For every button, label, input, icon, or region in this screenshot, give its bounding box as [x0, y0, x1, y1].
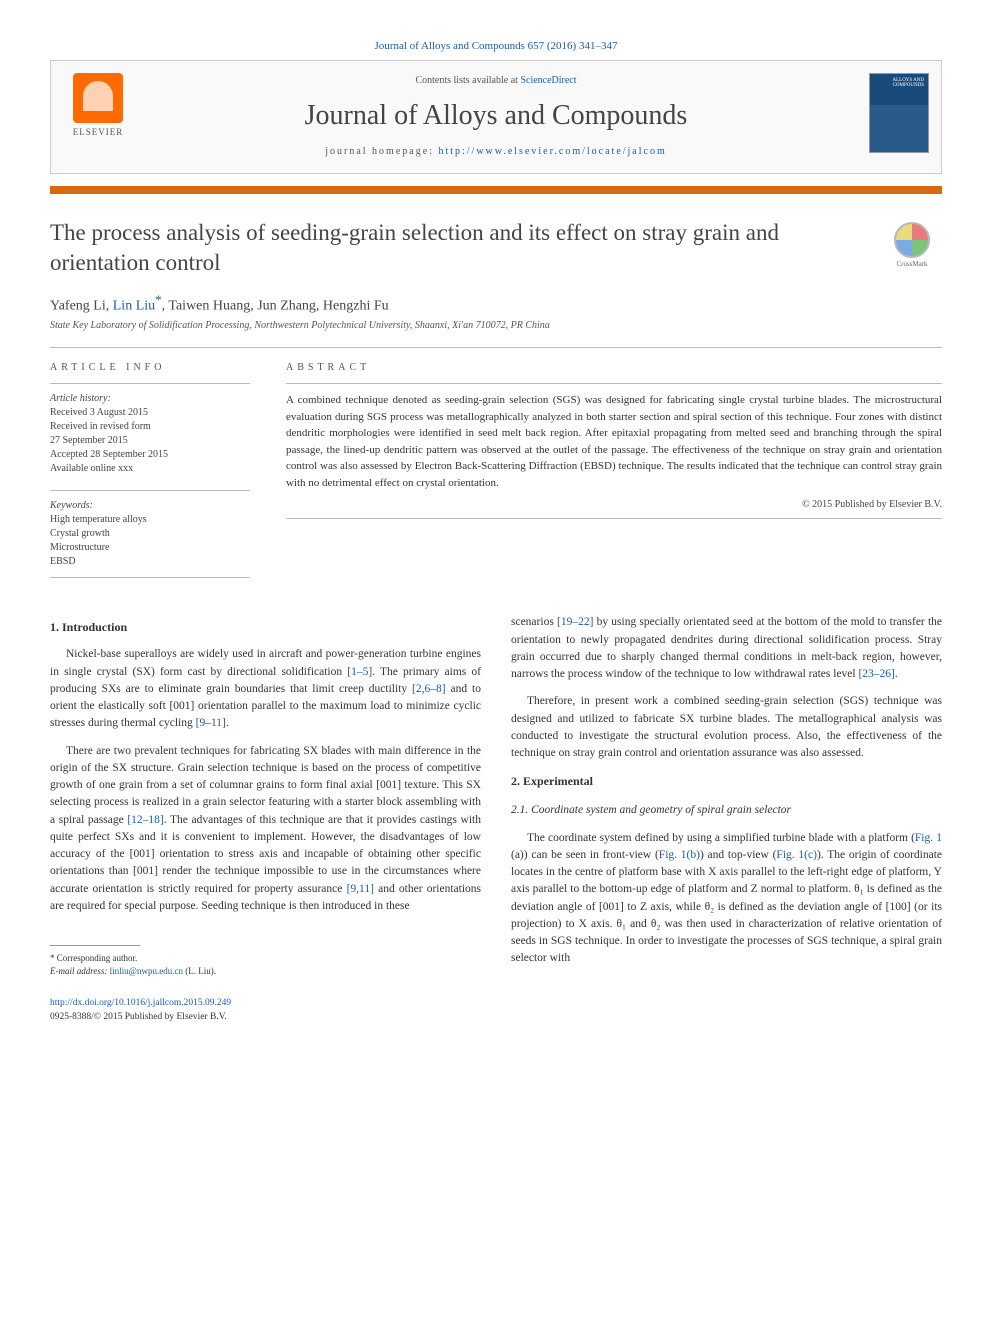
text-run: scenarios: [511, 616, 557, 628]
page-footer: http://dx.doi.org/10.1016/j.jallcom.2015…: [50, 997, 481, 1024]
text-run: The coordinate system defined by using a…: [527, 832, 915, 844]
citation-link[interactable]: [9–11]: [196, 717, 226, 729]
history-line: Received in revised form: [50, 420, 250, 434]
footnote-block: * Corresponding author. E-mail address: …: [50, 952, 481, 977]
figure-link[interactable]: Fig. 1: [915, 832, 942, 844]
exp-paragraph-1: The coordinate system defined by using a…: [511, 830, 942, 968]
article-history: Article history: Received 3 August 2015 …: [50, 392, 250, 476]
email-label: E-mail address:: [50, 966, 110, 976]
contents-prefix: Contents lists available at: [415, 75, 520, 86]
abstract-column: ABSTRACT A combined technique denoted as…: [286, 362, 942, 586]
author-1: Yafeng Li: [50, 298, 106, 313]
history-label: Article history:: [50, 392, 250, 406]
history-line: 27 September 2015: [50, 434, 250, 448]
right-column: scenarios [19–22] by using specially ori…: [511, 614, 942, 1024]
footnote-corresp: * Corresponding author.: [50, 952, 481, 965]
author-corresponding[interactable]: Lin Liu: [113, 298, 155, 313]
figure-link[interactable]: Fig. 1(b): [659, 849, 700, 861]
keyword: EBSD: [50, 555, 250, 569]
body-columns: 1. Introduction Nickel-base superalloys …: [50, 614, 942, 1024]
orange-divider-bar: [50, 186, 942, 194]
citation-link[interactable]: [23–26]: [858, 668, 894, 680]
info-divider-2: [50, 490, 250, 491]
crossmark-badge[interactable]: CrossMark: [882, 222, 942, 268]
intro-paragraph-1: Nickel-base superalloys are widely used …: [50, 646, 481, 732]
authors-rest: , Taiwen Huang, Jun Zhang, Hengzhi Fu: [162, 298, 389, 313]
text-run: .: [226, 717, 229, 729]
col2-paragraph-1: scenarios [19–22] by using specially ori…: [511, 614, 942, 683]
text-run: ) and top-view (: [700, 849, 776, 861]
email-link[interactable]: linliu@nwpu.edu.cn: [110, 966, 183, 976]
crossmark-label: CrossMark: [882, 260, 942, 268]
abstract-copyright: © 2015 Published by Elsevier B.V.: [286, 499, 942, 510]
citation-link[interactable]: [9,11]: [347, 883, 374, 895]
subsection-heading: 2.1. Coordinate system and geometry of s…: [511, 802, 942, 819]
text-run: .: [895, 668, 898, 680]
footer-copyright: 0925-8388/© 2015 Published by Elsevier B…: [50, 1012, 227, 1022]
section-introduction-heading: 1. Introduction: [50, 618, 481, 636]
history-line: Accepted 28 September 2015: [50, 448, 250, 462]
title-block: CrossMark The process analysis of seedin…: [50, 218, 942, 331]
left-column: 1. Introduction Nickel-base superalloys …: [50, 614, 481, 1024]
intro-paragraph-2: There are two prevalent techniques for f…: [50, 743, 481, 916]
divider-top: [50, 347, 942, 348]
info-divider-1: [50, 383, 250, 384]
elsevier-logo: ELSEVIER: [63, 73, 133, 153]
citation-link[interactable]: [12–18]: [127, 814, 163, 826]
page-container: Journal of Alloys and Compounds 657 (201…: [0, 0, 992, 1064]
footnote-email-line: E-mail address: linliu@nwpu.edu.cn (L. L…: [50, 965, 481, 978]
article-info-column: ARTICLE INFO Article history: Received 3…: [50, 362, 250, 586]
homepage-link[interactable]: http://www.elsevier.com/locate/jalcom: [438, 146, 666, 157]
journal-header-box: ELSEVIER ALLOYS AND COMPOUNDS Contents l…: [50, 60, 942, 174]
elsevier-label: ELSEVIER: [63, 127, 133, 137]
doi-link[interactable]: http://dx.doi.org/10.1016/j.jallcom.2015…: [50, 998, 231, 1008]
crossmark-icon: [894, 222, 930, 258]
keyword: Microstructure: [50, 541, 250, 555]
section-experimental-heading: 2. Experimental: [511, 772, 942, 790]
history-line: Received 3 August 2015: [50, 406, 250, 420]
history-line: Available online xxx: [50, 462, 250, 476]
journal-cover-thumbnail: ALLOYS AND COMPOUNDS: [869, 73, 929, 153]
col2-paragraph-2: Therefore, in present work a combined se…: [511, 693, 942, 762]
authors-line: Yafeng Li, Lin Liu*, Taiwen Huang, Jun Z…: [50, 292, 862, 315]
keywords-label: Keywords:: [50, 499, 250, 513]
contents-line: Contents lists available at ScienceDirec…: [71, 75, 921, 86]
elsevier-tree-icon: [73, 73, 123, 123]
article-title: The process analysis of seeding-grain se…: [50, 218, 862, 278]
footnote-separator: [50, 945, 140, 946]
citation-link[interactable]: [19–22]: [557, 616, 593, 628]
email-who: (L. Liu).: [183, 966, 216, 976]
keywords-block: Keywords: High temperature alloys Crysta…: [50, 499, 250, 569]
keyword: Crystal growth: [50, 527, 250, 541]
top-citation: Journal of Alloys and Compounds 657 (201…: [50, 40, 942, 52]
info-divider-3: [50, 577, 250, 578]
abstract-text: A combined technique denoted as seeding-…: [286, 392, 942, 491]
abstract-divider-1: [286, 383, 942, 384]
homepage-line: journal homepage: http://www.elsevier.co…: [71, 146, 921, 157]
homepage-prefix: journal homepage:: [325, 146, 438, 157]
text-run: (a)) can be seen in front-view (: [511, 849, 659, 861]
citation-link[interactable]: [1–5]: [347, 666, 372, 678]
text-run: ). The origin of coordinate locates in t…: [511, 849, 942, 965]
info-abstract-row: ARTICLE INFO Article history: Received 3…: [50, 362, 942, 586]
sciencedirect-link[interactable]: ScienceDirect: [520, 75, 576, 86]
abstract-divider-2: [286, 518, 942, 519]
affiliation: State Key Laboratory of Solidification P…: [50, 320, 862, 331]
citation-link[interactable]: [2,6–8]: [412, 683, 446, 695]
figure-link[interactable]: Fig. 1(c): [776, 849, 817, 861]
journal-title: Journal of Alloys and Compounds: [71, 100, 921, 132]
article-info-heading: ARTICLE INFO: [50, 362, 250, 373]
keyword: High temperature alloys: [50, 513, 250, 527]
abstract-heading: ABSTRACT: [286, 362, 942, 373]
journal-cover-text: ALLOYS AND COMPOUNDS: [870, 74, 928, 92]
top-citation-link[interactable]: Journal of Alloys and Compounds 657 (201…: [375, 40, 618, 52]
